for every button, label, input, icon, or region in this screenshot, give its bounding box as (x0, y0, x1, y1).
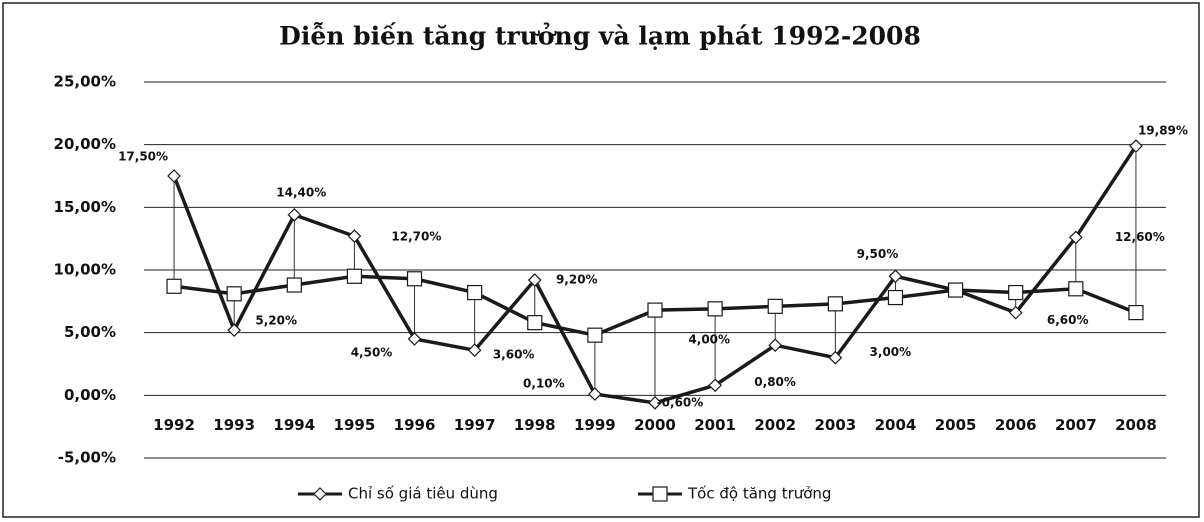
x-tick-label: 2001 (694, 416, 736, 434)
x-tick-label: 2000 (634, 416, 676, 434)
x-tick-label: 1996 (394, 416, 436, 434)
data-label: 19,89% (1138, 124, 1188, 138)
diamond-marker (768, 338, 783, 353)
x-tick-label: 1997 (454, 416, 496, 434)
diamond-marker (648, 396, 662, 410)
x-tick-label: 1992 (153, 416, 195, 434)
data-label: 3,00% (870, 345, 912, 359)
diamond-marker (407, 332, 422, 346)
y-tick-label: 15,00% (54, 198, 116, 216)
x-tick-label: 2002 (754, 416, 796, 434)
x-tick-label: 1998 (514, 416, 556, 434)
data-label: 3,60% (493, 348, 535, 362)
square-marker (166, 278, 182, 294)
data-label: 0,10% (523, 377, 565, 391)
data-label: -0,60% (657, 395, 704, 409)
x-tick-label: 1993 (213, 416, 255, 434)
data-label: 4,50% (351, 345, 393, 359)
y-tick-label: 0,00% (64, 386, 116, 404)
data-label: 9,20% (556, 273, 598, 287)
data-label: 5,20% (255, 314, 297, 328)
diamond-marker (527, 273, 542, 287)
diamond-marker (1129, 139, 1143, 153)
x-tick-label: 2005 (935, 416, 977, 434)
diamond-marker (708, 378, 722, 393)
y-tick-label: -5,00% (58, 449, 116, 467)
square-marker (467, 284, 483, 301)
y-tick-label: 10,00% (54, 261, 116, 279)
diamond-marker (467, 343, 482, 358)
square-marker (947, 282, 964, 298)
x-tick-label: 1995 (334, 416, 376, 434)
square-marker (887, 289, 904, 306)
legend-marker (313, 487, 327, 501)
square-marker (707, 301, 723, 317)
legend-label: Chỉ số giá tiêu dùng (348, 485, 498, 503)
y-tick-label: 20,00% (54, 135, 116, 153)
diamond-marker (828, 350, 843, 365)
data-label: 12,60% (1115, 230, 1165, 244)
diamond-marker (347, 229, 362, 244)
square-marker (286, 277, 302, 293)
y-tick-label: 5,00% (64, 323, 116, 341)
data-label: 9,50% (857, 247, 899, 261)
diamond-marker (1068, 230, 1083, 245)
square-marker (647, 302, 663, 318)
y-tick-label: 25,00% (54, 73, 116, 91)
data-label: 17,50% (118, 150, 168, 164)
legend-marker (652, 486, 668, 502)
diamond-marker (287, 208, 302, 222)
square-marker (587, 327, 603, 343)
data-label: 6,60% (1047, 313, 1089, 327)
square-marker (1068, 281, 1084, 297)
square-marker (827, 296, 843, 312)
x-tick-label: 2006 (995, 416, 1037, 434)
x-tick-label: 2003 (814, 416, 856, 434)
x-tick-label: 2007 (1055, 416, 1097, 434)
x-tick-label: 1999 (574, 416, 616, 434)
square-marker (1008, 284, 1024, 301)
diamond-marker (1008, 305, 1023, 320)
legend-label: Tốc độ tăng trưởng (687, 485, 831, 503)
data-label: 12,70% (391, 230, 441, 244)
square-marker (346, 268, 363, 284)
chart-title: Diễn biến tăng trưởng và lạm phát 1992-2… (279, 22, 921, 51)
square-marker (527, 315, 543, 331)
square-marker (406, 271, 423, 287)
diamond-marker (888, 269, 903, 284)
x-tick-label: 2004 (875, 416, 917, 434)
diamond-marker (167, 169, 181, 183)
square-marker (1128, 305, 1144, 321)
data-label: 14,40% (276, 185, 326, 199)
x-tick-label: 1994 (273, 416, 315, 434)
data-label: 0,80% (754, 375, 796, 389)
data-label: 4,00% (688, 333, 730, 347)
square-marker (767, 298, 783, 314)
x-tick-label: 2008 (1115, 416, 1157, 434)
square-marker (226, 286, 242, 302)
diamond-marker (588, 387, 602, 401)
diamond-marker (227, 323, 242, 338)
